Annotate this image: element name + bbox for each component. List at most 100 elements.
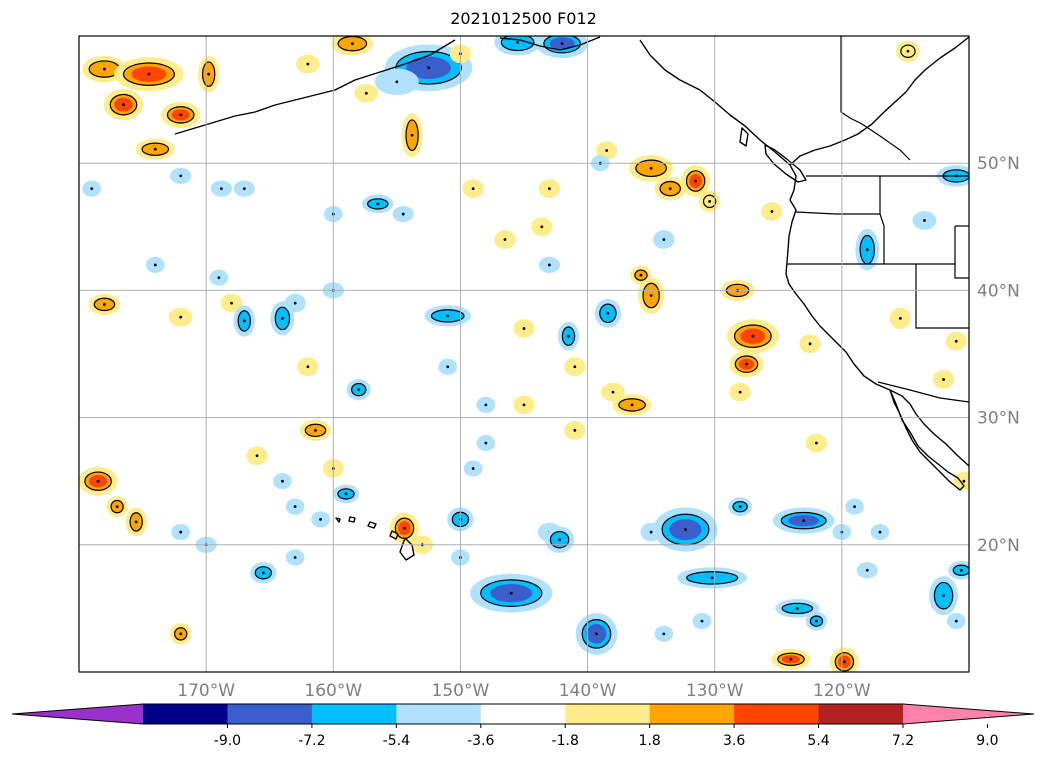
anomaly-blob (424, 305, 472, 327)
anomaly-blob (564, 357, 586, 377)
oahu (367, 521, 377, 529)
colorbar-tick-label: 1.8 (639, 733, 661, 749)
anomaly-blob (889, 307, 911, 330)
colorbar-tick-label: -1.8 (552, 733, 579, 749)
anomaly-blob (677, 567, 747, 589)
anomaly-blob (295, 54, 320, 74)
anomaly-blob (494, 36, 541, 56)
anomaly-blob (284, 293, 306, 313)
anomaly-blob (170, 623, 192, 645)
anomaly-blob (829, 647, 859, 672)
anomaly-blob (948, 560, 969, 580)
anomaly-blob (250, 562, 277, 584)
anomaly-blob (346, 378, 371, 401)
anomaly-blob (462, 179, 484, 198)
anomaly-blob (728, 497, 753, 516)
colorbar-extend-high (903, 704, 1034, 724)
anomaly-blob (653, 507, 718, 552)
anomaly-blob (297, 357, 319, 377)
anomaly-blob (629, 155, 674, 182)
anomaly-blob (125, 507, 147, 537)
maui (389, 530, 399, 540)
anomaly-blob (401, 113, 423, 158)
colorbar-segment (818, 704, 904, 724)
colorbar-extend-low (12, 704, 143, 724)
anomaly-blob (536, 36, 589, 59)
anomaly-blob (912, 211, 937, 230)
anomaly-blob (79, 466, 118, 496)
colorbar-segment (480, 704, 566, 724)
anomaly-blob (557, 321, 580, 351)
lat-label: 50°N (977, 154, 1020, 174)
anomaly-blob (114, 57, 184, 92)
lon-label: 150°W (432, 681, 490, 701)
colorbar-segment (734, 704, 820, 724)
colorbar-tick-label: 7.2 (892, 733, 914, 749)
nevada-border (915, 264, 969, 329)
lon-label: 160°W (304, 681, 362, 701)
alaska-canada-border (840, 36, 911, 161)
baja-peninsula (889, 389, 965, 491)
anomaly-blob (637, 277, 665, 314)
colorbar-tick-label: -7.2 (298, 733, 325, 749)
anomaly-blob (896, 40, 920, 62)
anomaly-blob (513, 319, 535, 338)
colorbar-segment (649, 704, 735, 724)
anomaly-blob (726, 319, 779, 354)
anomaly-blob (946, 613, 966, 630)
colorbar-segment (311, 704, 397, 724)
anomaly-blob (171, 523, 191, 541)
anomaly-blob (799, 334, 821, 354)
anomaly-blob (463, 460, 483, 477)
anomaly-blob (135, 138, 175, 160)
anomaly-blob (771, 648, 811, 670)
alaska-peninsula (499, 36, 601, 51)
anomaly-blob (538, 179, 561, 198)
anomaly-blob (209, 269, 229, 286)
colorbar-outline (11, 703, 1035, 725)
anomaly-blob (681, 165, 711, 197)
anomaly-blob (564, 420, 586, 440)
colorbar: -9.0 -7.2 -5.4 -3.6 -1.8 1.8 3.6 5.4 7.2 9.0 (11, 703, 1035, 749)
niihau (335, 517, 341, 523)
lon-label: 130°W (686, 681, 744, 701)
colorbar-segment (227, 704, 313, 724)
colorbar-tick-label: -3.6 (467, 733, 494, 749)
longitude-labels: 170°W 160°W 150°W 140°W 130°W 120°W (177, 681, 871, 701)
colorbar-tick-label: -9.0 (214, 733, 241, 749)
anomaly-blob (82, 180, 102, 197)
anomaly-blob (654, 176, 686, 201)
colorbar-tick-label: 9.0 (976, 733, 998, 749)
anomaly-blob (594, 298, 622, 328)
anomaly-blob (332, 484, 360, 504)
anomaly-blob (233, 180, 255, 197)
lat-label: 30°N (977, 409, 1020, 429)
anomaly-blob (299, 419, 332, 441)
anomaly-blob (470, 573, 553, 613)
aleutian-islands (174, 39, 456, 135)
anomaly-blob (168, 307, 193, 327)
lat-label: 40°N (977, 281, 1020, 301)
anomaly-blob (729, 351, 764, 378)
vancouver-island (764, 144, 807, 183)
anomaly-blob (761, 202, 783, 221)
colorbar-tick-label: 5.4 (807, 733, 829, 749)
anomaly-blob (354, 83, 379, 103)
lat-label: 20°N (977, 536, 1020, 556)
anomaly-blob (246, 446, 268, 466)
anomaly-blob (362, 194, 394, 214)
anomaly-blob (699, 190, 721, 212)
lon-label: 170°W (177, 681, 235, 701)
anomaly-blob (870, 523, 890, 541)
hawaii-island (399, 537, 415, 561)
idaho-border (879, 176, 885, 264)
anomaly-blob (856, 562, 878, 579)
graticule (79, 36, 969, 672)
anomaly-field (79, 36, 969, 672)
anomaly-blob (945, 331, 967, 351)
anomaly-blob (630, 265, 652, 285)
anomaly-blob (198, 55, 220, 93)
colorbar-segment (565, 704, 651, 724)
anomaly-blob (285, 498, 305, 515)
